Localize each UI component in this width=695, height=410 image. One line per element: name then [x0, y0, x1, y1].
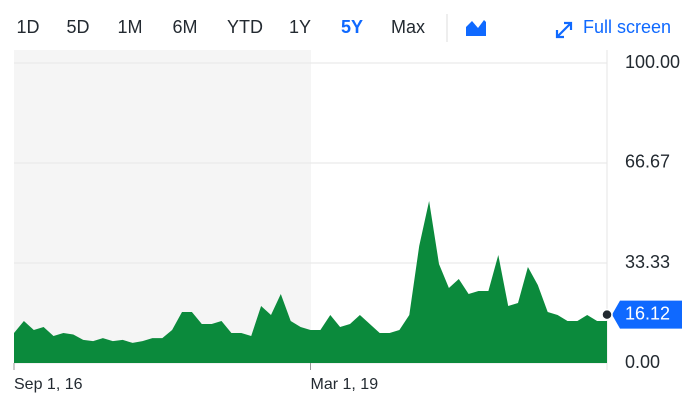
- range-button[interactable]: YTD: [227, 17, 263, 37]
- price-tag: [612, 300, 682, 329]
- y-tick-label: 0.00: [625, 352, 660, 372]
- area: [14, 201, 607, 363]
- last-price-dot: [601, 308, 613, 321]
- range-button[interactable]: 1Y: [289, 17, 311, 37]
- range-button[interactable]: 5D: [66, 17, 89, 37]
- range-button[interactable]: 1M: [117, 17, 142, 37]
- range-button[interactable]: 5Y: [341, 17, 363, 37]
- range-button[interactable]: Max: [391, 17, 425, 37]
- full-screen-icon[interactable]: [555, 21, 573, 39]
- full-screen[interactable]: Full screen: [583, 17, 671, 37]
- x-tick-label: Sep 1, 16: [14, 376, 83, 393]
- x-tick-label: Mar 1, 19: [311, 376, 379, 393]
- last-price-label: 16.12: [625, 303, 670, 323]
- range-button[interactable]: 1D: [16, 17, 39, 37]
- y-tick-label: 100.00: [625, 52, 680, 72]
- range-button[interactable]: 6M: [172, 17, 197, 37]
- y-tick-label: 66.67: [625, 152, 670, 172]
- y-tick-label: 33.33: [625, 252, 670, 272]
- chart-type-icon[interactable]: [466, 20, 486, 36]
